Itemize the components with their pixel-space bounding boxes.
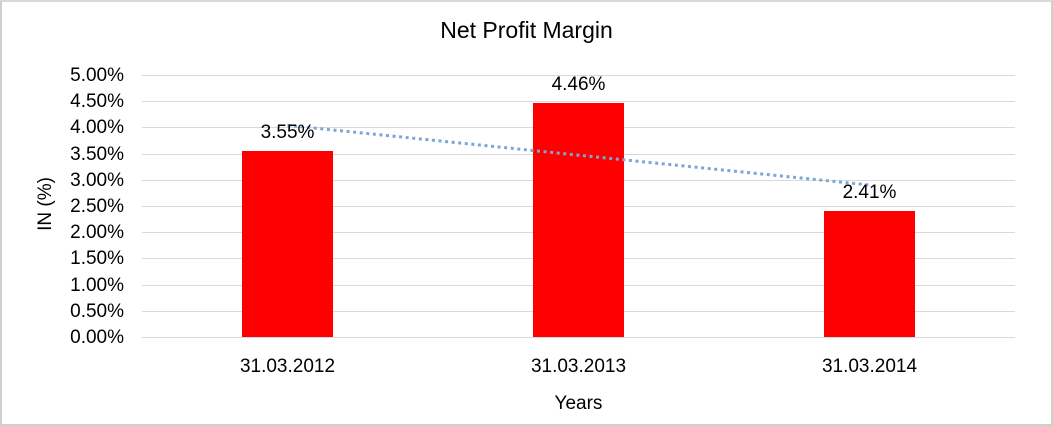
y-tick-label: 0.00%	[70, 327, 124, 348]
x-tick-label: 31.03.2014	[821, 356, 918, 377]
x-axis-title: Years	[554, 393, 603, 414]
chart-title: Net Profit Margin	[440, 17, 613, 43]
y-tick-label: 3.50%	[70, 143, 124, 165]
y-tick-label: 2.00%	[70, 222, 124, 244]
y-tick-label: 4.50%	[70, 91, 124, 113]
y-tick-label: 3.00%	[70, 169, 124, 191]
data-label: 3.55%	[260, 121, 315, 143]
y-tick-label: 2.50%	[70, 196, 124, 217]
bar-31.03.2014	[824, 210, 915, 337]
bar-31.03.2012	[242, 150, 333, 337]
gridline-4.50%	[142, 101, 1015, 103]
y-tick-label: 1.50%	[70, 248, 124, 270]
y-tick-label: 4.00%	[70, 117, 124, 139]
y-tick-label: 1.00%	[70, 274, 124, 296]
gridline-0.00%	[142, 337, 1015, 338]
y-tick-label: 0.50%	[70, 300, 124, 322]
data-label: 4.46%	[551, 74, 606, 96]
data-label: 2.41%	[842, 181, 897, 203]
gridline-5.00%	[142, 75, 1015, 76]
y-tick-label: 5.00%	[70, 65, 124, 86]
x-tick-label: 31.03.2013	[530, 356, 627, 377]
bar-31.03.2013	[533, 103, 624, 337]
x-tick-label: 31.03.2012	[239, 356, 336, 377]
